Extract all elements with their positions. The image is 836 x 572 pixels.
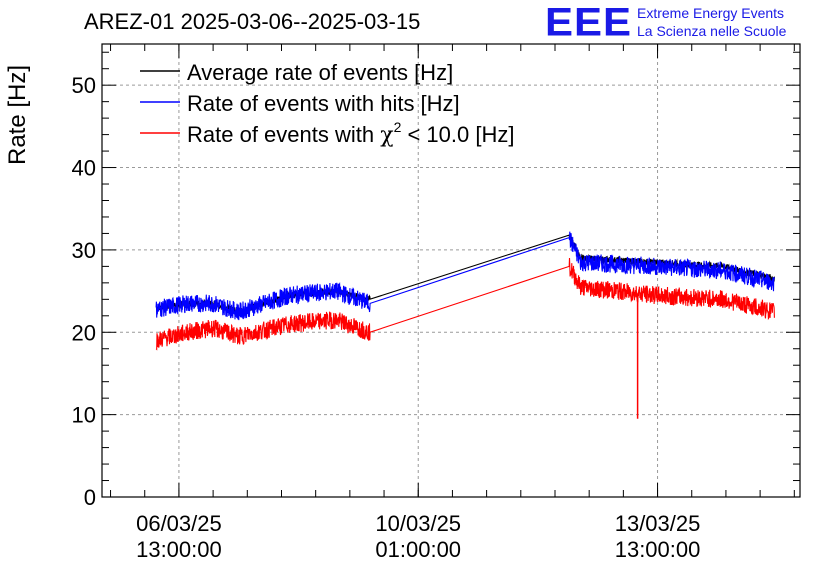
- y-tick-label: 50: [72, 73, 96, 98]
- plot-frame: [101, 43, 801, 498]
- y-tick-label: 40: [72, 156, 96, 181]
- y-tick-label: 30: [72, 238, 96, 263]
- eee-logo: EEE: [545, 0, 633, 44]
- series-line: [155, 257, 775, 351]
- organization-line-2: La Scienza nelle Scuole: [637, 23, 787, 39]
- series-line: [155, 231, 775, 321]
- y-axis-label: Rate [Hz]: [4, 64, 31, 165]
- x-tick-label-date: 10/03/25: [375, 511, 461, 536]
- legend-label: Rate of events with hits [Hz]: [187, 91, 460, 116]
- legend-label: Average rate of events [Hz]: [187, 60, 453, 85]
- organization-line-1: Extreme Energy Events: [637, 5, 785, 21]
- chart-title: AREZ-01 2025-03-06--2025-03-15: [84, 9, 421, 34]
- y-tick-label: 10: [72, 403, 96, 428]
- x-tick-label-date: 06/03/25: [136, 511, 222, 536]
- x-tick-label-time: 01:00:00: [375, 537, 461, 562]
- x-tick-label-date: 13/03/25: [615, 511, 701, 536]
- x-tick-label-time: 13:00:00: [136, 537, 222, 562]
- legend-label: Rate of events with χ2 < 10.0 [Hz]: [187, 119, 514, 148]
- y-tick-label: 0: [84, 485, 96, 510]
- organization-name: Extreme Energy Events La Scienza nelle S…: [637, 4, 786, 40]
- x-tick-label-time: 13:00:00: [615, 537, 701, 562]
- y-tick-label: 20: [72, 320, 96, 345]
- series-line: [155, 234, 775, 317]
